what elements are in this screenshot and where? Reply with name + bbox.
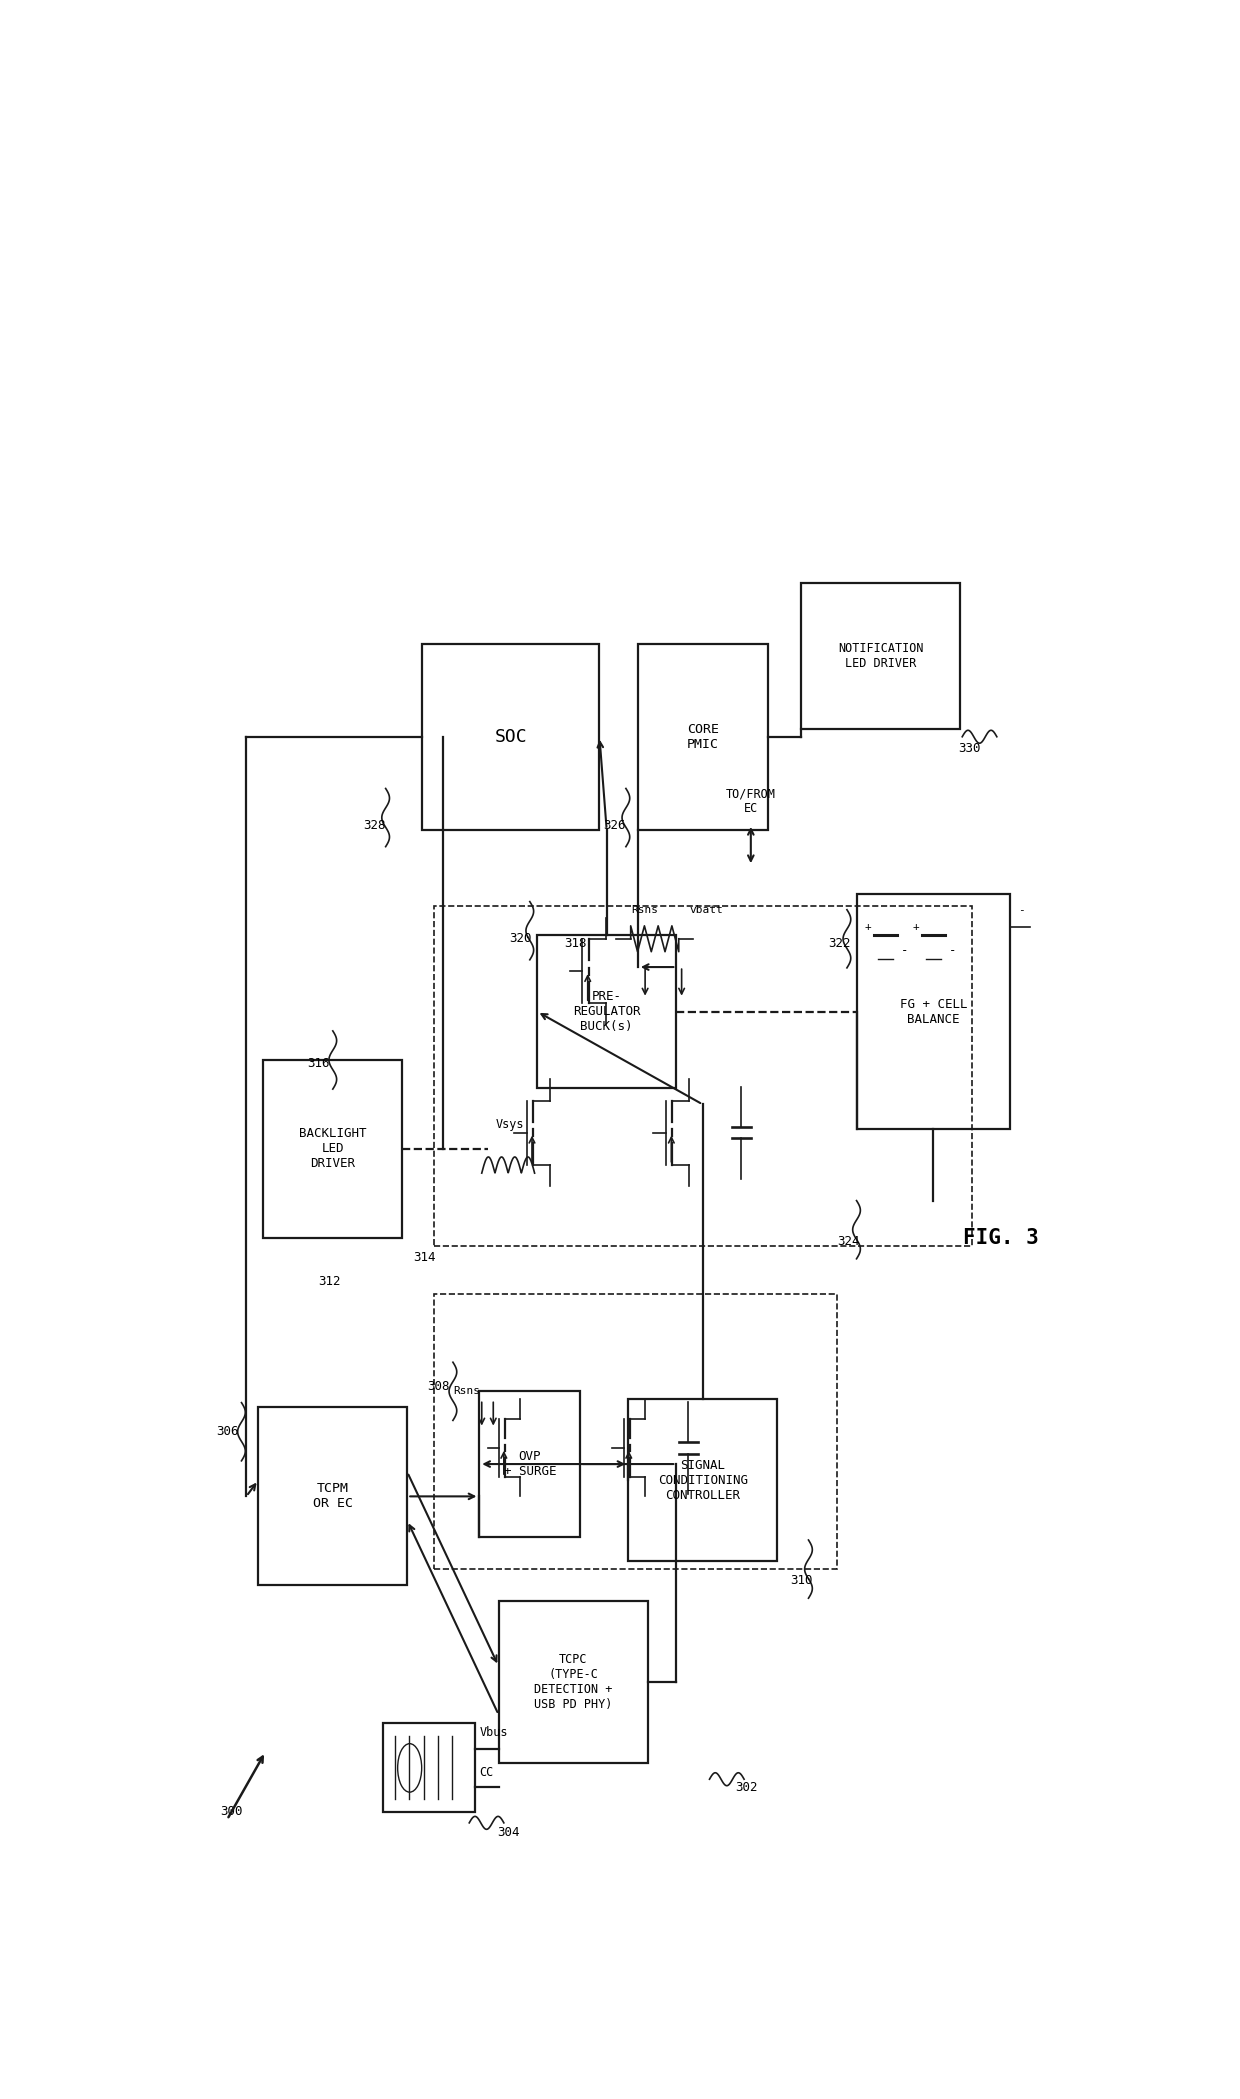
Bar <box>258 1408 407 1585</box>
Text: 324: 324 <box>837 1234 861 1247</box>
Text: Vbus: Vbus <box>480 1725 508 1738</box>
Bar <box>857 894 1011 1129</box>
Text: CORE
PMIC: CORE PMIC <box>687 722 719 751</box>
Bar <box>434 1295 837 1570</box>
Text: OVP
+ SURGE: OVP + SURGE <box>503 1450 556 1478</box>
Text: 312: 312 <box>319 1274 341 1289</box>
Bar <box>801 584 960 728</box>
Text: 320: 320 <box>508 932 532 945</box>
Text: PRE-
REGULATOR
BUCK(s): PRE- REGULATOR BUCK(s) <box>573 991 640 1033</box>
Text: 326: 326 <box>603 819 626 831</box>
Bar <box>498 1602 647 1763</box>
Text: Rsns: Rsns <box>453 1385 480 1396</box>
Text: TO/FROM
EC: TO/FROM EC <box>725 787 776 814</box>
Text: Rsns: Rsns <box>631 905 658 915</box>
Text: 318: 318 <box>564 936 587 951</box>
Text: FG + CELL
BALANCE: FG + CELL BALANCE <box>900 997 967 1026</box>
Text: -: - <box>1018 905 1025 915</box>
Text: FIG. 3: FIG. 3 <box>962 1228 1039 1247</box>
Text: +: + <box>913 921 920 932</box>
Text: -: - <box>949 945 956 957</box>
Text: 300: 300 <box>221 1805 243 1818</box>
Text: NOTIFICATION
LED DRIVER: NOTIFICATION LED DRIVER <box>838 642 924 670</box>
Text: 314: 314 <box>413 1251 435 1264</box>
Text: 310: 310 <box>791 1574 813 1587</box>
Text: CC: CC <box>480 1765 494 1780</box>
Text: 308: 308 <box>428 1379 450 1394</box>
Bar <box>637 644 768 829</box>
Bar <box>383 1723 475 1811</box>
Text: vbatt: vbatt <box>689 905 723 915</box>
Text: TCPC
(TYPE-C
DETECTION +
USB PD PHY): TCPC (TYPE-C DETECTION + USB PD PHY) <box>534 1654 613 1711</box>
Text: +: + <box>864 921 872 932</box>
Ellipse shape <box>398 1744 422 1793</box>
Bar <box>434 907 972 1247</box>
Text: 306: 306 <box>216 1425 238 1438</box>
Bar <box>480 1392 580 1536</box>
Text: SOC: SOC <box>495 728 527 745</box>
Text: 316: 316 <box>308 1056 330 1070</box>
Bar <box>537 934 676 1087</box>
Text: BACKLIGHT
LED
DRIVER: BACKLIGHT LED DRIVER <box>299 1127 367 1171</box>
Text: Vsys: Vsys <box>496 1119 525 1131</box>
Text: 322: 322 <box>828 936 851 951</box>
Text: 304: 304 <box>497 1826 520 1839</box>
Text: SIGNAL
CONDITIONING
CONTROLLER: SIGNAL CONDITIONING CONTROLLER <box>657 1459 748 1501</box>
Text: -: - <box>900 945 909 957</box>
Text: 328: 328 <box>363 819 386 831</box>
Bar <box>263 1060 403 1238</box>
Text: 302: 302 <box>735 1780 758 1795</box>
Text: 330: 330 <box>959 741 981 754</box>
Bar <box>422 644 599 829</box>
Bar <box>629 1400 777 1562</box>
Text: TCPM
OR EC: TCPM OR EC <box>312 1482 353 1511</box>
